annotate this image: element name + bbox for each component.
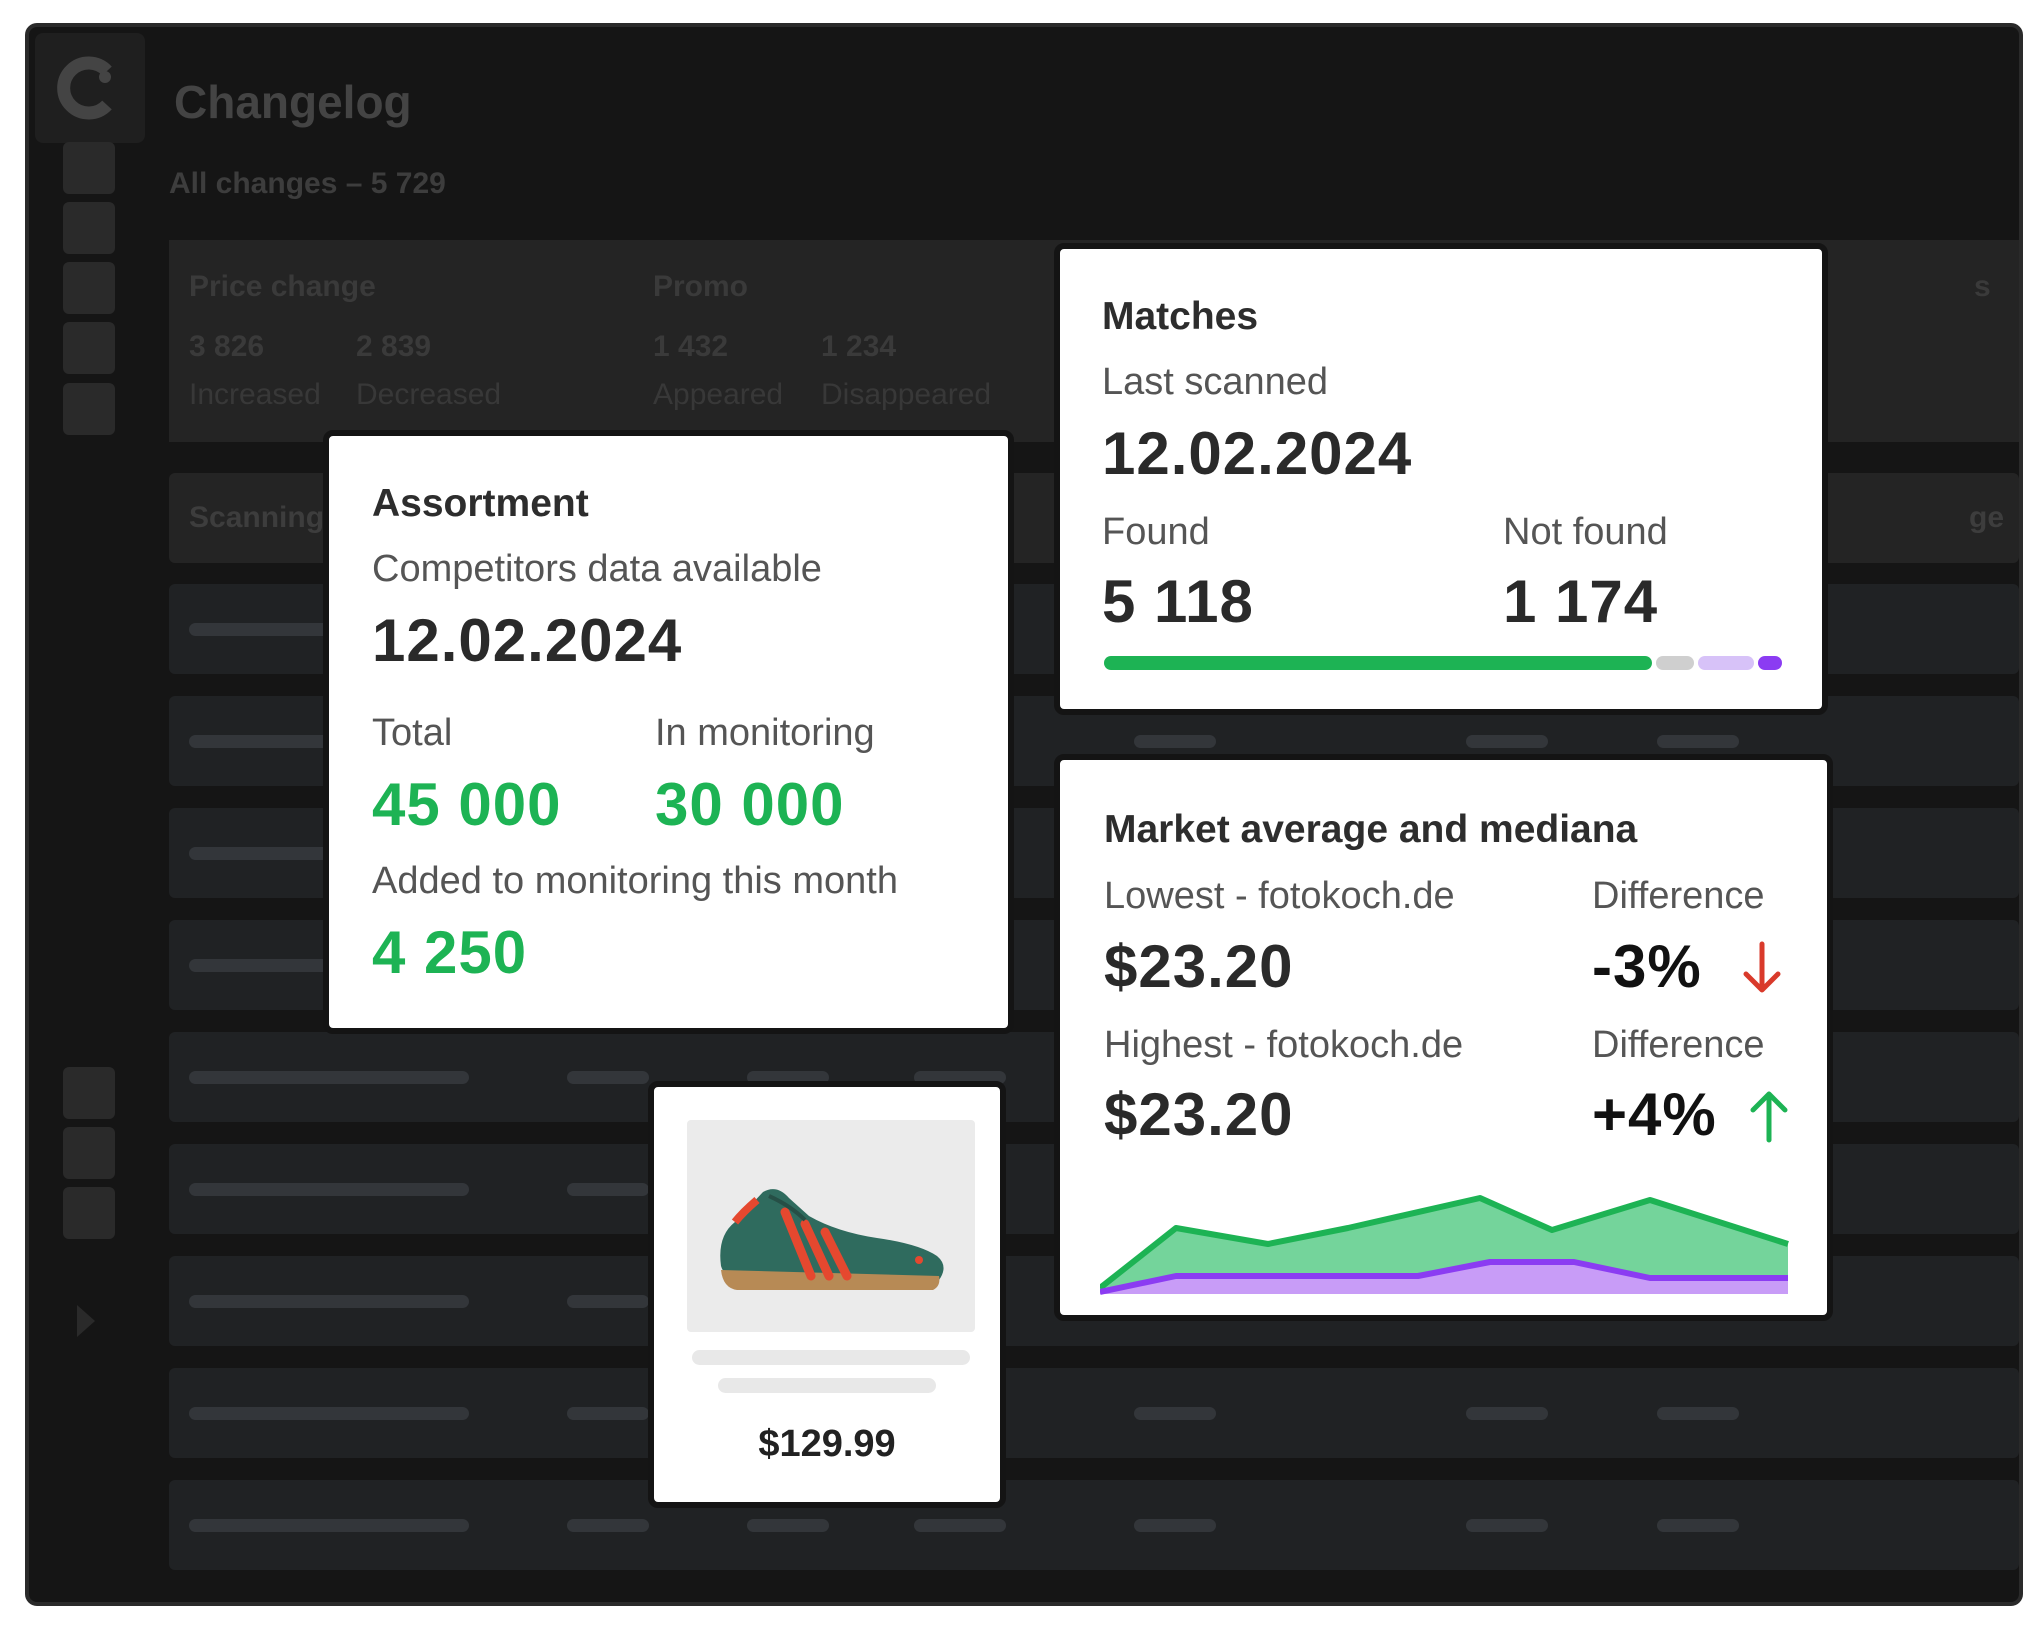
stat-increased: 3 826: [189, 330, 265, 363]
lowest-line: [1100, 1259, 1788, 1295]
arrow-up-icon: [1750, 1091, 1788, 1143]
sneaker-image: [720, 1189, 944, 1290]
total-value: 45 000: [372, 771, 562, 838]
progress-found: [1104, 656, 1652, 670]
lowest-value: $23.20: [1104, 933, 1294, 1000]
arrow-down-icon: [1743, 941, 1781, 993]
column-scanning[interactable]: Scanning: [189, 501, 325, 534]
sidebar-item-8[interactable]: [63, 1187, 115, 1239]
product-price: $129.99: [758, 1423, 896, 1465]
found-value: 5 118: [1102, 568, 1254, 635]
matches-title: Matches: [1102, 295, 1259, 338]
sidebar-item-5[interactable]: [63, 383, 115, 435]
added-label: Added to monitoring this month: [372, 860, 898, 902]
stat-appeared: 1 432: [653, 330, 729, 363]
found-label: Found: [1102, 511, 1210, 553]
stat-decreased: 2 839: [356, 330, 432, 363]
stat-title-price: Price change: [189, 270, 376, 303]
matches-card: Matches Last scanned 12.02.2024 Found 5 …: [1054, 243, 1828, 715]
product-card[interactable]: $129.99: [648, 1081, 1006, 1508]
page-title: Changelog: [174, 76, 412, 128]
stat-disappeared-label: Disappeared: [821, 378, 992, 411]
monitoring-value: 30 000: [655, 771, 845, 838]
logo-icon: [57, 56, 112, 120]
progress-gray: [1656, 656, 1694, 670]
market-card: Market average and mediana Lowest - foto…: [1054, 754, 1833, 1321]
app-logo[interactable]: [35, 33, 145, 143]
last-scanned-label: Last scanned: [1102, 361, 1329, 403]
market-area-chart: [1100, 1195, 1789, 1295]
highest-value: $23.20: [1104, 1081, 1294, 1148]
assortment-card: Assortment Competitors data available 12…: [323, 430, 1014, 1034]
assortment-date: 12.02.2024: [372, 607, 683, 674]
column-change[interactable]: ge: [1969, 501, 2005, 534]
lowest-label: Lowest - fotokoch.de: [1104, 875, 1455, 917]
difference-label-1: Difference: [1592, 875, 1765, 917]
stat-increased-label: Increased: [189, 378, 321, 411]
sidebar-item-3[interactable]: [63, 262, 115, 314]
product-image[interactable]: [687, 1120, 975, 1332]
sidebar-item-4[interactable]: [63, 322, 115, 374]
not-found-label: Not found: [1503, 511, 1668, 553]
stat-title-promo: Promo: [653, 270, 749, 303]
last-scanned-date: 12.02.2024: [1102, 420, 1413, 487]
added-value: 4 250: [372, 919, 528, 986]
competitors-data-label: Competitors data available: [372, 548, 822, 590]
stat-appeared-label: Appeared: [653, 378, 784, 411]
stat-disappeared: 1 234: [821, 330, 897, 363]
highest-label: Highest - fotokoch.de: [1104, 1024, 1464, 1066]
stat-decreased-label: Decreased: [356, 378, 502, 411]
total-label: Total: [372, 712, 453, 754]
lowest-area: [1100, 1262, 1788, 1294]
progress-purple: [1758, 656, 1782, 670]
difference-value-2: +4%: [1592, 1081, 1717, 1148]
highest-line: [1100, 1195, 1789, 1291]
difference-value-1: -3%: [1592, 933, 1702, 1000]
stat-title-extra: s: [1974, 270, 1991, 303]
product-subtitle-placeholder: [718, 1378, 936, 1393]
expand-sidebar-icon[interactable]: [77, 1305, 95, 1337]
page-subtitle: All changes – 5 729: [169, 167, 446, 200]
sidebar-item-1[interactable]: [63, 142, 115, 194]
monitoring-label: In monitoring: [655, 712, 875, 754]
not-found-value: 1 174: [1503, 568, 1659, 635]
sidebar-item-7[interactable]: [63, 1127, 115, 1179]
table-row[interactable]: [169, 1480, 2019, 1570]
table-row[interactable]: [169, 1368, 2019, 1458]
difference-label-2: Difference: [1592, 1024, 1765, 1066]
progress-light-purple: [1698, 656, 1754, 670]
market-title: Market average and mediana: [1104, 808, 1638, 851]
assortment-title: Assortment: [372, 482, 589, 525]
product-name-placeholder: [692, 1350, 970, 1365]
sidebar-item-2[interactable]: [63, 202, 115, 254]
sidebar-item-6[interactable]: [63, 1067, 115, 1119]
